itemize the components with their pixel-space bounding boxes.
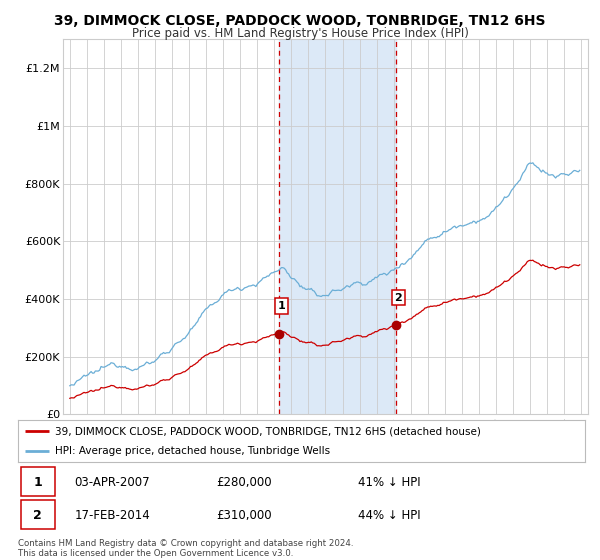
- Text: 39, DIMMOCK CLOSE, PADDOCK WOOD, TONBRIDGE, TN12 6HS (detached house): 39, DIMMOCK CLOSE, PADDOCK WOOD, TONBRID…: [55, 426, 481, 436]
- Text: 1: 1: [277, 301, 285, 311]
- Bar: [278, 39, 396, 414]
- Text: 41% ↓ HPI: 41% ↓ HPI: [358, 476, 421, 489]
- Text: 39, DIMMOCK CLOSE, PADDOCK WOOD, TONBRIDGE, TN12 6HS: 39, DIMMOCK CLOSE, PADDOCK WOOD, TONBRID…: [54, 14, 546, 28]
- FancyBboxPatch shape: [21, 500, 55, 529]
- Text: 17-FEB-2014: 17-FEB-2014: [75, 508, 151, 522]
- Text: 2: 2: [34, 508, 42, 522]
- Text: 1: 1: [34, 476, 42, 489]
- Text: £280,000: £280,000: [217, 476, 272, 489]
- Text: Contains HM Land Registry data © Crown copyright and database right 2024.
This d: Contains HM Land Registry data © Crown c…: [18, 539, 353, 558]
- Text: 2: 2: [394, 292, 402, 302]
- Text: 44% ↓ HPI: 44% ↓ HPI: [358, 508, 421, 522]
- Text: Price paid vs. HM Land Registry's House Price Index (HPI): Price paid vs. HM Land Registry's House …: [131, 27, 469, 40]
- Text: HPI: Average price, detached house, Tunbridge Wells: HPI: Average price, detached house, Tunb…: [55, 446, 330, 456]
- Text: 03-APR-2007: 03-APR-2007: [75, 476, 151, 489]
- Text: £310,000: £310,000: [217, 508, 272, 522]
- FancyBboxPatch shape: [21, 467, 55, 496]
